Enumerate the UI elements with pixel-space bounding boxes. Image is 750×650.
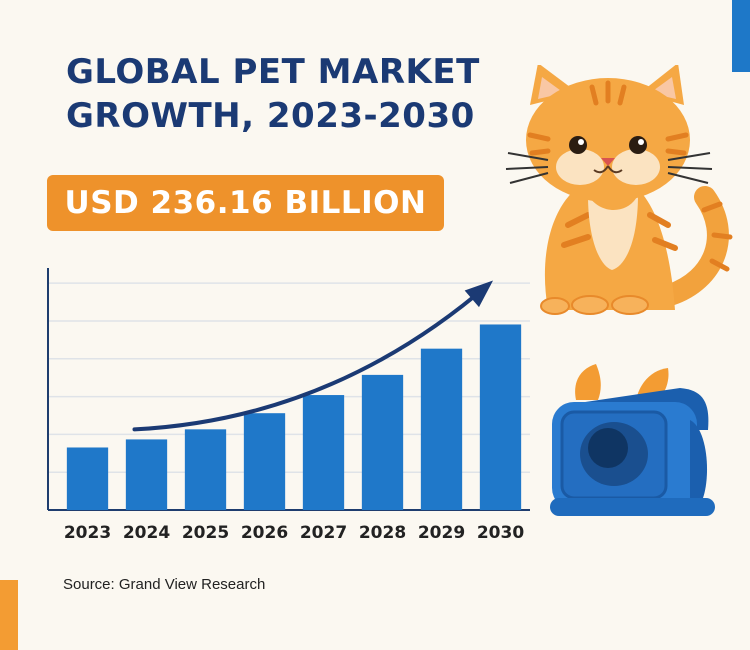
x-tick-label: 2030 (477, 523, 524, 543)
top-right-accent-bar (732, 0, 750, 72)
source-note: Source: Grand View Research (63, 576, 266, 593)
x-tick-label: 2028 (359, 523, 406, 543)
x-tick-label: 2029 (418, 523, 465, 543)
bar-2028 (361, 374, 404, 510)
x-tick-label: 2024 (123, 523, 170, 543)
bar-2030 (479, 324, 522, 510)
bar-2023 (66, 447, 109, 510)
bar-2025 (184, 429, 227, 510)
pet-carrier-illustration (550, 364, 715, 516)
x-tick-label: 2026 (241, 523, 288, 543)
bar-2029 (420, 348, 463, 510)
bottom-left-accent-bar (0, 580, 18, 650)
market-value-badge: USD 236.16 BILLION (47, 175, 444, 231)
x-tick-label: 2023 (64, 523, 111, 543)
x-tick-label: 2025 (182, 523, 229, 543)
bar-2027 (302, 395, 345, 510)
bar-2024 (125, 439, 168, 510)
bar-2026 (243, 413, 286, 510)
trend-arrow-line (132, 282, 491, 432)
market-value-text: USD 236.16 BILLION (64, 185, 427, 221)
trend-arrow-head (464, 280, 494, 308)
growth-bar-chart: 2023 2024 2025 2026 2027 2028 2029 2030 (47, 268, 530, 543)
x-tick-label: 2027 (300, 523, 347, 543)
cat-illustration (505, 65, 733, 315)
page-title: GLOBAL PET MARKET GROWTH, 2023-2030 (66, 52, 480, 136)
